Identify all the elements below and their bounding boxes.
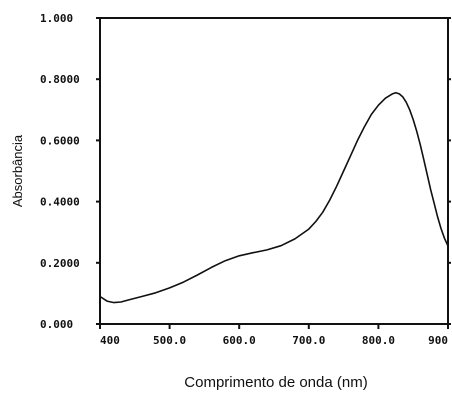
y-tick-label: 0.6000 (40, 134, 80, 147)
y-axis: 0.000 0.2000 0.4000 0.6000 0.8000 1.000 (40, 12, 451, 331)
y-tick-label: 0.2000 (40, 257, 80, 270)
x-tick-label: 900 (428, 334, 448, 347)
x-tick-label: 400 (100, 334, 120, 347)
x-axis-title: Comprimento de onda (nm) (184, 374, 367, 391)
y-tick-label: 0.000 (40, 318, 73, 331)
x-tick-label: 800.0 (362, 334, 395, 347)
x-axis: 400 500.0 600.0 700.0 800.0 900 (99, 324, 449, 347)
series-layer (99, 91, 449, 304)
x-tick-label: 700.0 (292, 334, 325, 347)
plot-frame (99, 17, 449, 325)
x-tick-label: 500.0 (153, 334, 186, 347)
y-tick-label: 0.4000 (40, 196, 80, 209)
y-axis-title: Absorbância (10, 134, 25, 207)
x-tick-label: 600.0 (223, 334, 256, 347)
y-tick-label: 0.8000 (40, 73, 80, 86)
y-tick-label: 1.000 (40, 12, 73, 25)
spectrum-line (99, 91, 449, 304)
